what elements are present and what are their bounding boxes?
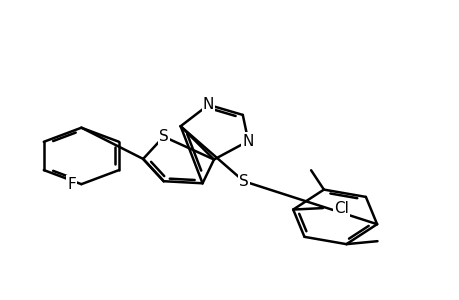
Text: Cl: Cl (334, 201, 348, 216)
Text: S: S (238, 174, 248, 189)
Text: S: S (158, 129, 168, 144)
Text: N: N (202, 97, 214, 112)
Text: N: N (242, 134, 253, 148)
Text: F: F (67, 177, 76, 192)
